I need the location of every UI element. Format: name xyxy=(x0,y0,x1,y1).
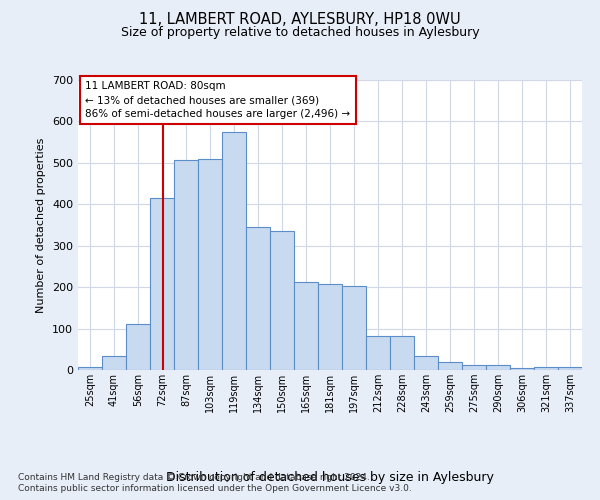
Bar xyxy=(246,227,270,370)
Text: Size of property relative to detached houses in Aylesbury: Size of property relative to detached ho… xyxy=(121,26,479,39)
Bar xyxy=(126,324,150,370)
Bar xyxy=(270,231,294,370)
Bar xyxy=(342,286,366,370)
Text: 11 LAMBERT ROAD: 80sqm
← 13% of detached houses are smaller (369)
86% of semi-de: 11 LAMBERT ROAD: 80sqm ← 13% of detached… xyxy=(85,81,350,119)
Bar xyxy=(366,336,390,370)
Bar xyxy=(78,366,102,370)
Text: Contains public sector information licensed under the Open Government Licence v3: Contains public sector information licen… xyxy=(18,484,412,493)
Y-axis label: Number of detached properties: Number of detached properties xyxy=(37,138,46,312)
Bar xyxy=(318,284,342,370)
Bar xyxy=(462,365,486,370)
Bar xyxy=(558,366,582,370)
Bar xyxy=(222,132,246,370)
Text: 11, LAMBERT ROAD, AYLESBURY, HP18 0WU: 11, LAMBERT ROAD, AYLESBURY, HP18 0WU xyxy=(139,12,461,28)
Bar xyxy=(294,282,318,370)
Bar xyxy=(174,160,198,370)
Bar xyxy=(198,158,222,370)
Bar xyxy=(510,368,534,370)
Bar xyxy=(486,365,510,370)
Bar xyxy=(534,366,558,370)
Bar xyxy=(414,356,438,370)
Bar xyxy=(150,198,174,370)
Text: Contains HM Land Registry data © Crown copyright and database right 2024.: Contains HM Land Registry data © Crown c… xyxy=(18,472,370,482)
X-axis label: Distribution of detached houses by size in Aylesbury: Distribution of detached houses by size … xyxy=(166,470,494,484)
Bar xyxy=(438,362,462,370)
Bar xyxy=(390,336,414,370)
Bar xyxy=(102,356,126,370)
